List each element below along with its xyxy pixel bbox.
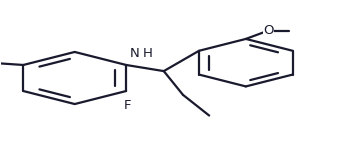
Text: N: N <box>130 47 140 60</box>
Text: H: H <box>143 47 153 60</box>
Text: O: O <box>263 24 274 37</box>
Text: F: F <box>124 100 132 112</box>
